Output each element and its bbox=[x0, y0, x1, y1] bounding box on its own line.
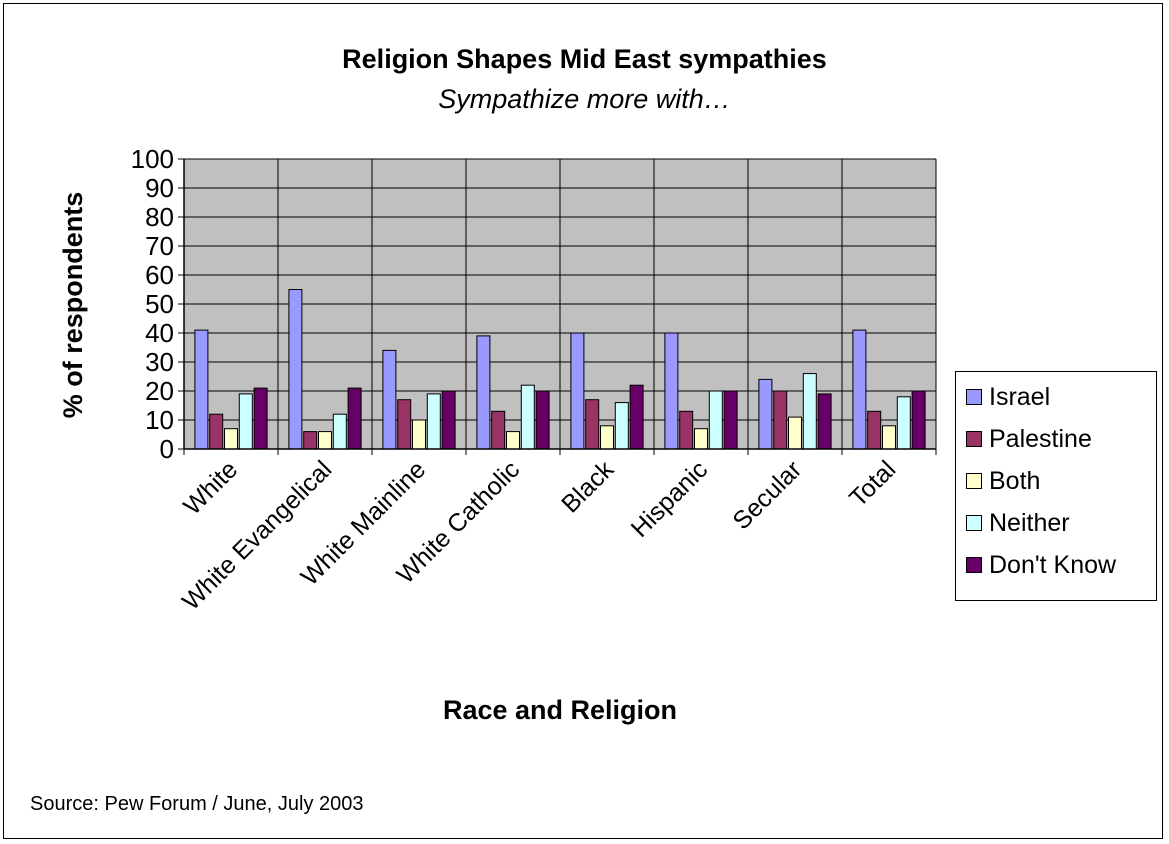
bar-don-t-know-white bbox=[253, 387, 268, 450]
legend-label: Israel bbox=[989, 382, 1051, 411]
bar-israel-secular bbox=[758, 378, 773, 450]
legend-label: Neither bbox=[989, 508, 1070, 537]
legend-item: Both bbox=[966, 466, 1040, 496]
x-tick-label: Black bbox=[556, 455, 619, 518]
legend-item: Neither bbox=[966, 508, 1070, 538]
bar-neither-white-catholic bbox=[520, 384, 535, 450]
y-tick-label: 30 bbox=[145, 347, 174, 377]
y-tick-label: 20 bbox=[145, 376, 174, 406]
bar-israel-white bbox=[194, 329, 209, 450]
bar-israel-white-evangelical bbox=[288, 289, 303, 450]
legend-swatch bbox=[966, 431, 982, 447]
bar-palestine-white bbox=[209, 413, 224, 450]
y-tick-label: 0 bbox=[160, 434, 174, 464]
legend-label: Both bbox=[989, 466, 1041, 495]
bar-neither-white-evangelical bbox=[332, 413, 347, 450]
bar-both-white bbox=[224, 428, 238, 450]
source-note: Source: Pew Forum / June, July 2003 bbox=[30, 793, 364, 815]
bar-don-t-know-hispanic bbox=[723, 390, 738, 450]
bar-palestine-white-evangelical bbox=[303, 431, 318, 450]
x-tick-label: Hispanic bbox=[626, 455, 714, 543]
bar-neither-secular bbox=[802, 373, 817, 450]
bar-don-t-know-total bbox=[911, 390, 926, 450]
y-tick-label: 70 bbox=[145, 231, 174, 261]
chart-subtitle: Sympathize more with… bbox=[438, 84, 731, 114]
bar-israel-total bbox=[852, 329, 867, 450]
bar-palestine-total bbox=[867, 410, 882, 450]
bar-palestine-hispanic bbox=[679, 410, 694, 450]
y-tick-label: 40 bbox=[145, 318, 174, 348]
chart-legend: Israel Palestine Both Neither Don't Know bbox=[955, 371, 1157, 601]
y-tick-label: 60 bbox=[145, 260, 174, 290]
bar-both-white-mainline bbox=[412, 419, 426, 450]
bar-both-hispanic bbox=[694, 428, 708, 450]
bar-both-total bbox=[882, 425, 896, 450]
y-tick-label: 10 bbox=[145, 405, 174, 435]
legend-swatch bbox=[966, 389, 982, 405]
x-tick-label: Secular bbox=[728, 455, 808, 535]
bar-both-black bbox=[600, 425, 614, 450]
bar-neither-total bbox=[896, 396, 911, 450]
x-tick-label: Total bbox=[844, 455, 901, 512]
bar-palestine-secular bbox=[773, 390, 788, 450]
bar-palestine-black bbox=[585, 399, 600, 450]
legend-swatch bbox=[966, 557, 982, 573]
bar-neither-black bbox=[614, 402, 629, 450]
bar-neither-white-mainline bbox=[426, 393, 441, 450]
bar-neither-white bbox=[238, 393, 253, 450]
bar-israel-hispanic bbox=[664, 332, 679, 450]
bar-both-white-evangelical bbox=[318, 431, 332, 450]
bar-israel-black bbox=[570, 332, 585, 450]
x-axis-label: Race and Religion bbox=[443, 695, 677, 725]
legend-swatch bbox=[966, 473, 982, 489]
bar-palestine-white-catholic bbox=[491, 410, 506, 450]
bar-israel-white-catholic bbox=[476, 335, 491, 450]
y-tick-label: 90 bbox=[145, 173, 174, 203]
bar-don-t-know-white-catholic bbox=[535, 390, 550, 450]
y-tick-label: 50 bbox=[145, 289, 174, 319]
y-axis-label: % of respondents bbox=[58, 192, 88, 419]
bar-palestine-white-mainline bbox=[397, 399, 412, 450]
bar-neither-hispanic bbox=[708, 390, 723, 450]
legend-swatch bbox=[966, 515, 982, 531]
bar-don-t-know-white-evangelical bbox=[347, 387, 362, 450]
bar-don-t-know-white-mainline bbox=[441, 390, 456, 450]
legend-item: Palestine bbox=[966, 424, 1092, 454]
legend-label: Don't Know bbox=[989, 550, 1117, 579]
bar-don-t-know-secular bbox=[817, 393, 832, 450]
legend-label: Palestine bbox=[989, 424, 1092, 453]
legend-item: Don't Know bbox=[966, 550, 1116, 580]
chart-title: Religion Shapes Mid East sympathies bbox=[342, 44, 827, 74]
bar-israel-white-mainline bbox=[382, 349, 397, 450]
x-tick-label: White bbox=[178, 455, 243, 520]
bar-don-t-know-black bbox=[629, 384, 644, 450]
bar-both-white-catholic bbox=[506, 431, 520, 450]
legend-item: Israel bbox=[966, 382, 1050, 412]
y-tick-label: 100 bbox=[131, 144, 174, 174]
y-tick-label: 80 bbox=[145, 202, 174, 232]
bar-both-secular bbox=[788, 416, 802, 450]
